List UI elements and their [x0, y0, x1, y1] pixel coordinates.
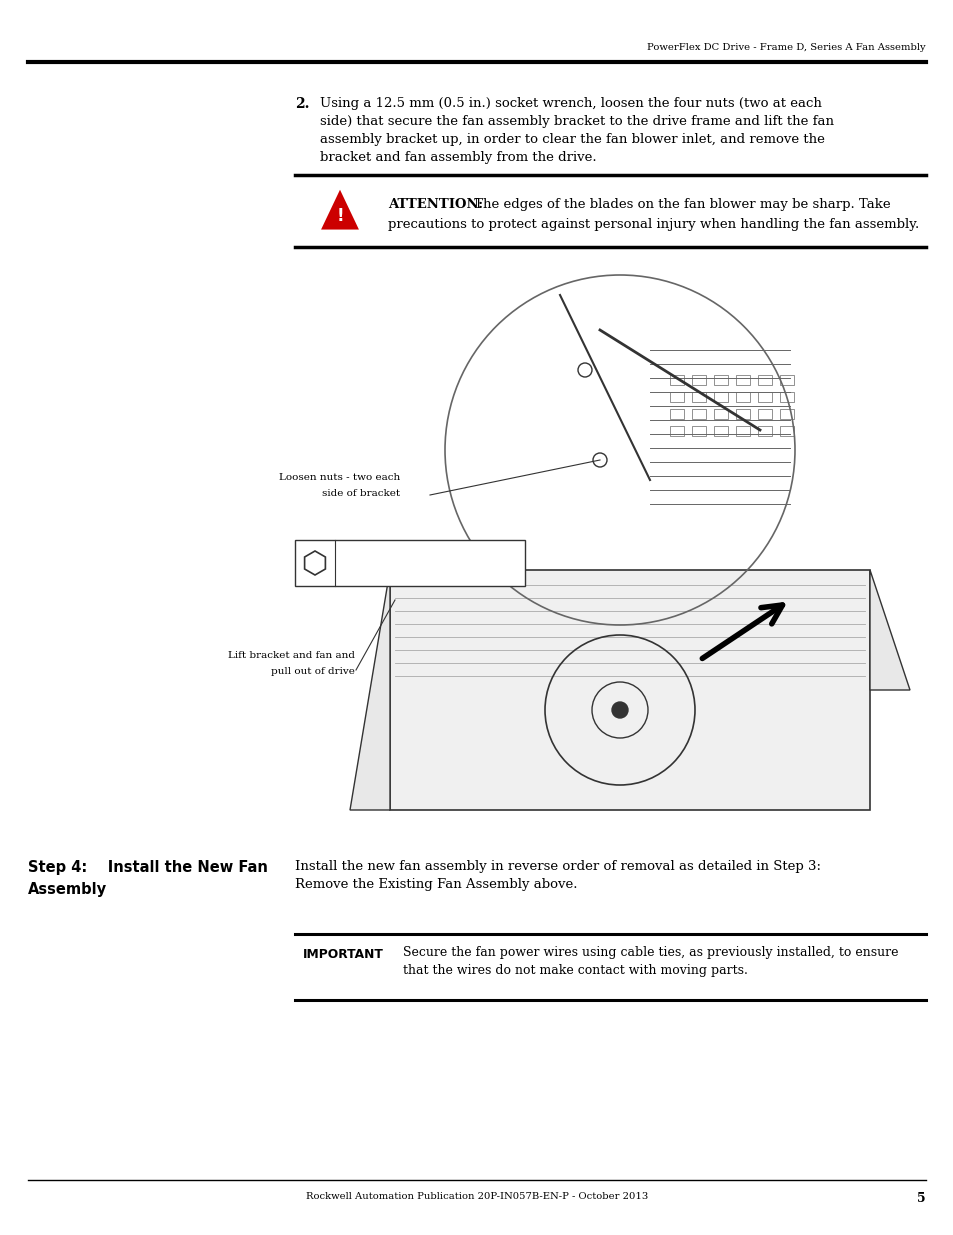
Text: Assembly: Assembly	[28, 882, 107, 897]
Bar	[758, 409, 771, 419]
Text: 5: 5	[917, 1192, 925, 1205]
Text: Install the new fan assembly in reverse order of removal as detailed in Step 3:: Install the new fan assembly in reverse …	[294, 860, 821, 873]
Bar	[691, 375, 705, 385]
Bar	[669, 426, 683, 436]
Polygon shape	[318, 186, 360, 231]
Bar	[713, 426, 727, 436]
Text: !: !	[335, 207, 343, 225]
Text: precautions to protect against personal injury when handling the fan assembly.: precautions to protect against personal …	[388, 219, 919, 231]
Text: that the wires do not make contact with moving parts.: that the wires do not make contact with …	[402, 965, 747, 977]
Bar	[735, 375, 749, 385]
Circle shape	[612, 701, 627, 718]
Text: assembly bracket up, in order to clear the fan blower inlet, and remove the: assembly bracket up, in order to clear t…	[319, 133, 824, 146]
Text: PowerFlex DC Drive - Frame D, Series A Fan Assembly: PowerFlex DC Drive - Frame D, Series A F…	[647, 43, 925, 52]
Bar	[758, 391, 771, 403]
Bar	[758, 426, 771, 436]
Bar	[713, 375, 727, 385]
Text: Loosen nuts - two each: Loosen nuts - two each	[278, 473, 399, 482]
Text: 18.0 N•m (159.3 lb•in): 18.0 N•m (159.3 lb•in)	[341, 564, 463, 573]
Bar	[669, 375, 683, 385]
Bar	[691, 426, 705, 436]
Bar	[669, 391, 683, 403]
Bar	[669, 409, 683, 419]
Text: Rockwell Automation Publication 20P-IN057B-EN-P - October 2013: Rockwell Automation Publication 20P-IN05…	[306, 1192, 647, 1200]
Text: bracket and fan assembly from the drive.: bracket and fan assembly from the drive.	[319, 151, 596, 164]
Polygon shape	[350, 571, 390, 810]
Text: ATTENTION:: ATTENTION:	[388, 198, 482, 211]
Text: Lift bracket and fan and: Lift bracket and fan and	[228, 651, 355, 659]
Bar	[691, 391, 705, 403]
Bar	[780, 375, 793, 385]
Bar	[390, 571, 869, 810]
Bar	[691, 409, 705, 419]
Text: Remove the Existing Fan Assembly above.: Remove the Existing Fan Assembly above.	[294, 878, 577, 890]
Text: Using a 12.5 mm (0.5 in.) socket wrench, loosen the four nuts (two at each: Using a 12.5 mm (0.5 in.) socket wrench,…	[319, 98, 821, 110]
Text: side) that secure the fan assembly bracket to the drive frame and lift the fan: side) that secure the fan assembly brack…	[319, 115, 833, 128]
Text: Tool size: 12.5 mm (0.5 in.): Tool size: 12.5 mm (0.5 in.)	[341, 548, 484, 557]
Text: IMPORTANT: IMPORTANT	[303, 948, 383, 961]
Bar	[713, 409, 727, 419]
Bar	[713, 391, 727, 403]
Bar	[735, 391, 749, 403]
Bar	[780, 391, 793, 403]
Polygon shape	[869, 571, 909, 690]
Text: side of bracket: side of bracket	[321, 489, 399, 498]
Text: The edges of the blades on the fan blower may be sharp. Take: The edges of the blades on the fan blowe…	[470, 198, 890, 211]
Text: pull out of drive: pull out of drive	[271, 667, 355, 676]
Bar	[294, 540, 524, 585]
Text: Step 4:    Install the New Fan: Step 4: Install the New Fan	[28, 860, 268, 876]
Bar	[735, 409, 749, 419]
Bar	[758, 375, 771, 385]
Text: 2.: 2.	[294, 98, 309, 111]
Text: Secure the fan power wires using cable ties, as previously installed, to ensure: Secure the fan power wires using cable t…	[402, 946, 898, 960]
Bar	[780, 426, 793, 436]
Bar	[780, 409, 793, 419]
Bar	[735, 426, 749, 436]
